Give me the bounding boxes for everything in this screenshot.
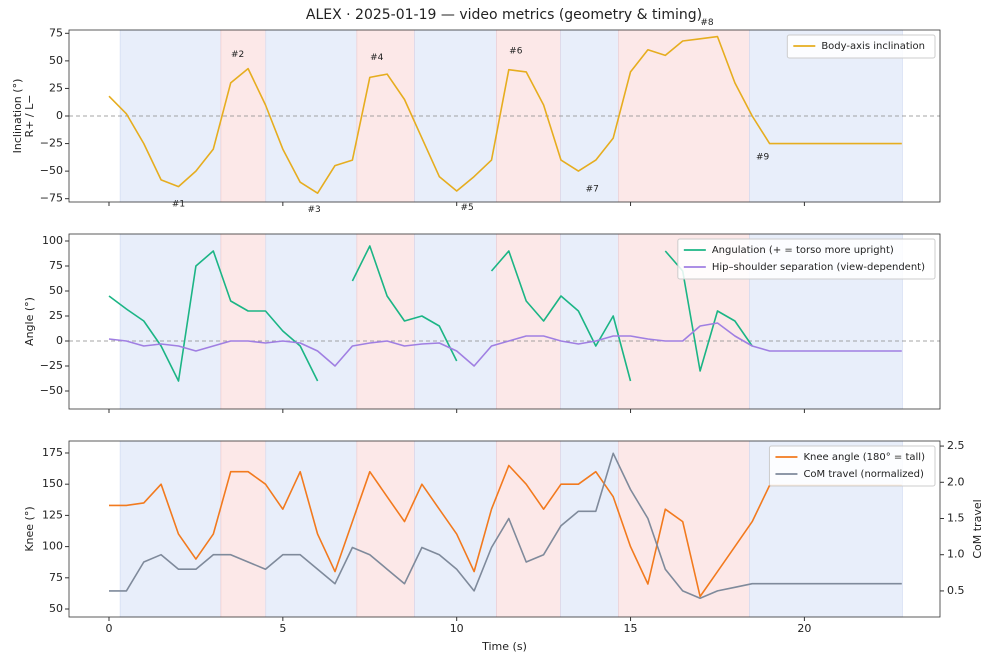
y-tick-label: 100 — [42, 540, 63, 553]
y-axis-label: R+ / L− — [23, 95, 36, 138]
phase-span — [560, 233, 620, 410]
y-tick-label: −25 — [40, 359, 63, 372]
annotation: #8 — [700, 18, 714, 28]
phase-span — [220, 440, 267, 618]
axes-frame — [68, 440, 941, 618]
legend: Angulation (+ = torso more upright) Hip–s… — [677, 238, 936, 280]
y2-tick-label: 1.5 — [947, 511, 965, 524]
x-axis-label: Time (s) — [481, 640, 527, 653]
series-line — [108, 322, 902, 367]
y-axis-label: Angle (°) — [23, 297, 36, 346]
phase-span — [560, 440, 620, 618]
annotation: #9 — [756, 152, 770, 162]
legend-label: Body-axis inclination — [821, 41, 925, 52]
y-tick-label: 75 — [49, 259, 63, 272]
legend-box — [786, 34, 936, 59]
annotation: #1 — [172, 200, 185, 210]
phase-span — [119, 440, 222, 618]
x-tick-label: 5 — [279, 622, 286, 635]
phase-span — [356, 233, 415, 410]
phase-span — [220, 233, 267, 410]
annotation: #5 — [460, 203, 473, 213]
series-line — [108, 35, 902, 194]
phase-span — [496, 29, 561, 203]
phase-span — [496, 440, 561, 618]
y2-tick-label: 2.5 — [947, 439, 965, 452]
x-tick-label: 20 — [797, 622, 811, 635]
y-tick-label: 75 — [49, 571, 63, 584]
legend-label: Hip–shoulder separation (view-dependent) — [712, 262, 925, 273]
y2-tick-label: 1.0 — [947, 548, 965, 561]
y-tick-label: 50 — [49, 602, 63, 615]
legend-label: CoM travel (normalized) — [803, 469, 924, 480]
figure-title: ALEX · 2025-01-19 — video metrics (geome… — [306, 7, 702, 23]
legend-label: Angulation (+ = torso more upright) — [712, 245, 894, 256]
annotation: #7 — [586, 184, 599, 194]
x-tick-label: 10 — [450, 622, 464, 635]
legend-label: Knee angle (180° = tall) — [803, 452, 925, 463]
x-tick-label: 15 — [624, 622, 638, 635]
axes-frame — [68, 233, 941, 410]
phase-span — [265, 440, 358, 618]
y2-axis-label: CoM travel — [971, 499, 984, 558]
y2-tick-label: 0.5 — [947, 584, 965, 597]
phase-span — [414, 233, 497, 410]
phase-span — [119, 233, 222, 410]
annotation: #4 — [370, 53, 384, 63]
y-axis-label: Inclination (°) — [11, 79, 24, 154]
y-tick-label: −25 — [40, 137, 63, 150]
annotation: #3 — [307, 205, 320, 215]
annotation: #6 — [509, 46, 523, 56]
y-tick-label: 125 — [42, 508, 63, 521]
annotation: #2 — [231, 50, 244, 60]
y-tick-label: 175 — [42, 446, 63, 459]
series-line — [108, 245, 753, 382]
y-tick-label: 50 — [49, 54, 63, 67]
y-tick-label: 25 — [49, 309, 63, 322]
y-tick-label: 0 — [56, 334, 63, 347]
y-tick-label: −75 — [40, 192, 63, 205]
y-tick-label: 0 — [56, 109, 63, 122]
legend: Knee angle (180° = tall) CoM travel (norm… — [768, 445, 936, 487]
y2-tick-label: 2.0 — [947, 475, 965, 488]
y-axis-label: Knee (°) — [23, 506, 36, 551]
phase-span — [265, 233, 358, 410]
phase-span — [496, 233, 561, 410]
legend-box — [677, 238, 936, 280]
phase-span — [414, 440, 497, 618]
legend-box — [768, 445, 936, 487]
y-tick-label: 75 — [49, 26, 63, 39]
series-line — [109, 452, 902, 599]
y-tick-label: −50 — [40, 164, 63, 177]
y-tick-label: 150 — [42, 477, 63, 490]
legend: Body-axis inclination — [786, 34, 936, 59]
y-tick-label: −50 — [40, 384, 63, 397]
phase-span — [356, 440, 415, 618]
y-tick-label: 25 — [49, 81, 63, 94]
y-tick-label: 50 — [49, 284, 63, 297]
y-tick-label: 100 — [42, 234, 63, 247]
x-tick-label: 0 — [105, 622, 112, 635]
